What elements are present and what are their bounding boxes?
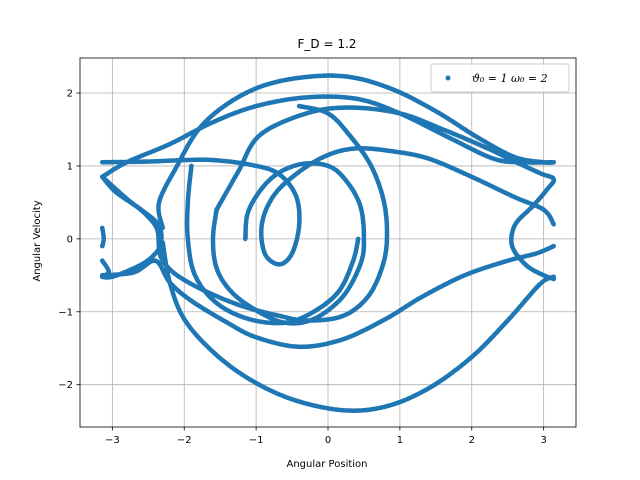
data-point bbox=[100, 274, 105, 280]
legend-label: ϑ₀ = 1 ω₀ = 2 bbox=[472, 72, 548, 85]
data-point bbox=[355, 236, 361, 242]
ticks: −3 −2 −1 0 1 2 3 −2 −1 0 1 2 bbox=[58, 89, 547, 446]
data-point bbox=[551, 274, 556, 280]
x-tick-label: −1 bbox=[249, 435, 264, 446]
x-tick-label: −3 bbox=[105, 435, 120, 446]
x-tick-label: 2 bbox=[469, 435, 475, 446]
data-point bbox=[551, 160, 556, 165]
data-point bbox=[551, 243, 556, 249]
scatter-points bbox=[100, 73, 557, 414]
data-point bbox=[551, 222, 556, 227]
y-tick-label: 1 bbox=[67, 161, 73, 172]
x-tick-label: 0 bbox=[325, 435, 331, 446]
x-tick-label: 1 bbox=[397, 435, 403, 446]
x-tick-label: −2 bbox=[177, 435, 192, 446]
x-tick-label: 3 bbox=[540, 435, 546, 446]
legend-marker bbox=[445, 75, 451, 81]
chart-title: F_D = 1.2 bbox=[298, 37, 357, 51]
x-axis-label: Angular Position bbox=[287, 459, 368, 470]
data-point bbox=[296, 103, 302, 109]
y-tick-label: 0 bbox=[67, 234, 73, 245]
data-point bbox=[243, 236, 248, 242]
y-tick-label: −1 bbox=[58, 307, 73, 318]
legend: ϑ₀ = 1 ω₀ = 2 bbox=[430, 63, 570, 93]
legend-box bbox=[430, 63, 570, 93]
y-tick-label: 2 bbox=[67, 89, 73, 100]
y-tick-label: −2 bbox=[58, 380, 73, 391]
data-point bbox=[100, 243, 105, 249]
y-axis-label: Angular Velocity bbox=[32, 200, 43, 281]
